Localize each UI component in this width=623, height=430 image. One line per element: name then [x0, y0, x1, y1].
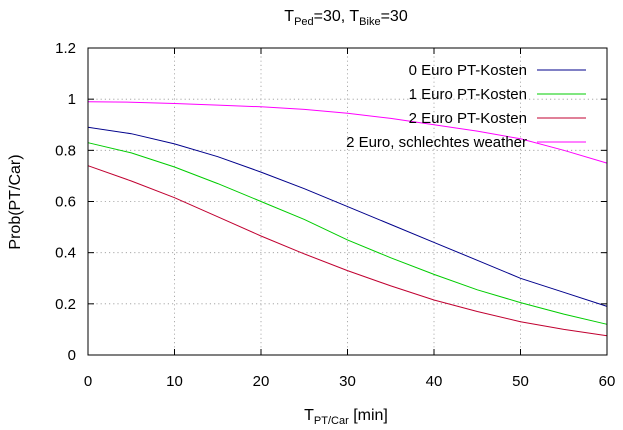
series-lines [87, 101, 608, 337]
axis-ticks [87, 47, 608, 356]
x-tick-label: 10 [166, 373, 183, 390]
legend-label-4: 2 Euro, schlechtes weather [346, 134, 527, 151]
grid [88, 48, 607, 355]
legend-label-1: 0 Euro PT-Kosten [409, 62, 527, 79]
x-tick-label: 40 [426, 373, 443, 390]
y-tick-label: 1.2 [55, 40, 76, 57]
x-tick-label: 20 [253, 373, 270, 390]
x-tick-label: 60 [599, 373, 616, 390]
y-tick-label: 1 [68, 91, 76, 108]
chart-title: TPed=30, TBike=30 [284, 8, 408, 28]
y-axis-title: Prob(PT/Car) [7, 154, 24, 249]
series-line-1 [87, 126, 608, 307]
series-line-4 [87, 101, 608, 164]
y-tick-label: 0.4 [55, 245, 76, 262]
legend: 0 Euro PT-Kosten 1 Euro PT-Kosten 2 Euro P… [346, 62, 586, 151]
legend-label-2: 1 Euro PT-Kosten [409, 86, 527, 103]
legend-label-3: 2 Euro PT-Kosten [409, 110, 527, 127]
x-tick-label: 30 [339, 373, 356, 390]
series-line-3 [87, 165, 608, 337]
x-tick-label: 0 [84, 373, 92, 390]
y-tick-label: 0.8 [55, 142, 76, 159]
tick-labels: 0 10 20 30 40 50 60 0 0.2 0.4 0.6 0.8 1 1.2 [55, 40, 615, 390]
y-tick-label: 0.2 [55, 296, 76, 313]
y-tick-label: 0.6 [55, 194, 76, 211]
series-line-2 [87, 142, 608, 325]
y-tick-label: 0 [68, 347, 76, 364]
x-axis-title: TPT/Car [min] [304, 407, 388, 427]
x-tick-label: 50 [512, 373, 529, 390]
